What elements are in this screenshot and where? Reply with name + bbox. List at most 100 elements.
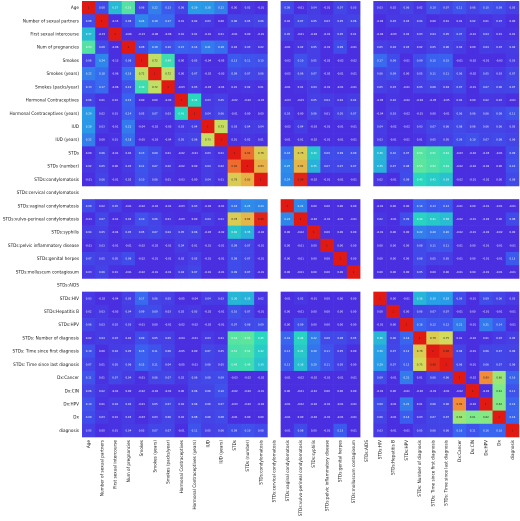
- heatmap-cell: [161, 397, 175, 411]
- heatmap-cell: [280, 397, 295, 411]
- heatmap-cell: [227, 199, 242, 213]
- col-label-stds-time-since-last-diagnosis: STDs: Time since last diagnosis: [444, 440, 449, 506]
- heatmap-cell-value: 0.07: [443, 415, 449, 419]
- heatmap-cell-value: 0.62: [496, 402, 502, 406]
- heatmap-cell-value: 0.05: [430, 45, 436, 49]
- heatmap-cell-value: -0.02: [456, 164, 463, 168]
- heatmap-cell-value: 0.00: [298, 415, 304, 419]
- heatmap-cell-value: 0.08: [86, 204, 92, 208]
- row-label-stds-condylomatosis: STDs:condylomatosis: [34, 177, 79, 182]
- heatmap-cell: [187, 14, 202, 28]
- heatmap-cell-value: 0.12: [430, 323, 436, 327]
- row-label-hormonal-contraceptives-years: Hormonal Contraceptives (years): [10, 111, 80, 116]
- heatmap-cell-value: -0.03: [178, 204, 185, 208]
- row-label-iud: IUD: [71, 124, 79, 129]
- heatmap-cell-value: -0.02: [469, 164, 476, 168]
- heatmap-cell-value: 0.83: [245, 177, 251, 181]
- col-label-smokes: Smokes: [139, 440, 144, 456]
- heatmap-cell: [134, 172, 149, 187]
- heatmap-cell-value: 0.49: [443, 151, 449, 155]
- heatmap-cell: [466, 370, 480, 385]
- heatmap-cell-value: 0.10: [139, 177, 145, 181]
- heatmap-cell-value: -0.03: [231, 376, 238, 380]
- heatmap-cell-value: -0.02: [284, 72, 291, 76]
- heatmap-cell: [413, 225, 427, 240]
- heatmap-cell: [174, 146, 189, 160]
- heatmap-cell-value: 0.07: [509, 72, 515, 76]
- heatmap-cell: [214, 252, 228, 266]
- heatmap-cell-value: 0.54: [417, 151, 423, 155]
- heatmap-cell: [492, 119, 507, 134]
- heatmap-cell: [479, 304, 493, 319]
- heatmap-cell: [413, 172, 427, 187]
- heatmap-cell: [479, 67, 493, 81]
- row-label-dx: Dx: [73, 415, 79, 420]
- heatmap-cell: [187, 133, 202, 147]
- heatmap-cell-value: 0.00: [125, 389, 131, 393]
- heatmap-cell: [439, 27, 454, 41]
- heatmap-cell: [134, 1, 149, 15]
- heatmap-cell-value: 0.03: [192, 204, 198, 208]
- heatmap-cell-value: -0.01: [509, 323, 516, 327]
- heatmap-cell-value: -0.01: [324, 125, 331, 129]
- heatmap-cell-value: 0.21: [483, 323, 489, 327]
- heatmap-cell-value: 1: [353, 270, 355, 274]
- heatmap-cell: [187, 119, 202, 134]
- heatmap-cell: [505, 53, 520, 68]
- heatmap-cell: [95, 80, 109, 94]
- heatmap-cell-value: 0.06: [86, 323, 92, 327]
- heatmap-cell: [240, 67, 255, 81]
- heatmap-cell-value: 0.45: [417, 177, 423, 181]
- heatmap-cell: [82, 212, 96, 226]
- row-label-stds-hepatitis-b: STDs:Hepatitis B: [44, 309, 79, 314]
- heatmap-cell-value: -0.01: [297, 6, 304, 10]
- heatmap-cell: [95, 318, 109, 332]
- heatmap-cell-value: 0.03: [165, 111, 171, 115]
- heatmap-cell: [108, 146, 123, 160]
- heatmap-cell-value: -0.02: [138, 257, 145, 261]
- heatmap-cell: [174, 397, 189, 411]
- heatmap-cell-value: 0.01: [218, 217, 224, 221]
- heatmap-cell-value: 0.17: [165, 19, 171, 23]
- heatmap-cell-value: 0.00: [509, 230, 515, 234]
- heatmap-cell: [399, 93, 414, 107]
- heatmap-cell-value: -0.02: [244, 376, 251, 380]
- heatmap-cell-value: 0.24: [139, 19, 145, 23]
- heatmap-cell: [452, 80, 467, 94]
- heatmap-cell: [187, 80, 202, 94]
- heatmap-cell-value: 0.05: [337, 362, 343, 366]
- heatmap-cell: [492, 252, 507, 266]
- heatmap-cell: [399, 106, 414, 121]
- col-label-iud-years: IUD (years): [219, 440, 224, 464]
- heatmap-cell-value: 0.99: [258, 217, 264, 221]
- heatmap-cell-value: -0.03: [204, 230, 211, 234]
- heatmap-cell: [134, 93, 149, 107]
- heatmap-cell-value: 0.04: [390, 45, 396, 49]
- heatmap-cell: [307, 159, 321, 174]
- row-label-stds-pelvic-inflammatory-disease: STDs:pelvic inflammatory disease: [8, 243, 80, 248]
- heatmap-cell-value: -0.01: [509, 243, 516, 247]
- heatmap-cell-value: 0.14: [125, 111, 131, 115]
- heatmap-cell-value: 0.08: [192, 415, 198, 419]
- heatmap-cell: [240, 159, 255, 174]
- heatmap-cell: [466, 423, 480, 438]
- heatmap-cell: [399, 159, 414, 174]
- heatmap-cell-value: 0.02: [178, 309, 184, 313]
- heatmap-cell-value: 0.01: [443, 19, 449, 23]
- heatmap-cell: [320, 1, 334, 15]
- heatmap-cell-value: 0.02: [178, 402, 184, 406]
- heatmap-cell-value: -0.02: [284, 58, 291, 62]
- heatmap-cell-value: 0.09: [390, 58, 396, 62]
- heatmap-cell: [148, 397, 162, 411]
- heatmap-cell-value: 0.14: [192, 45, 198, 49]
- heatmap-cell: [174, 106, 189, 121]
- heatmap-cell-value: 0.00: [324, 204, 330, 208]
- heatmap-cell: [333, 212, 348, 226]
- heatmap-cell-value: 0.13: [443, 204, 449, 208]
- heatmap-cell: [254, 106, 268, 121]
- heatmap-cell-value: -0.01: [483, 243, 490, 247]
- heatmap-cell-value: 0.06: [152, 296, 158, 300]
- heatmap-cell-value: 0.09: [496, 6, 502, 10]
- heatmap-cell-value: -0.01: [204, 243, 211, 247]
- heatmap-cell: [201, 80, 215, 94]
